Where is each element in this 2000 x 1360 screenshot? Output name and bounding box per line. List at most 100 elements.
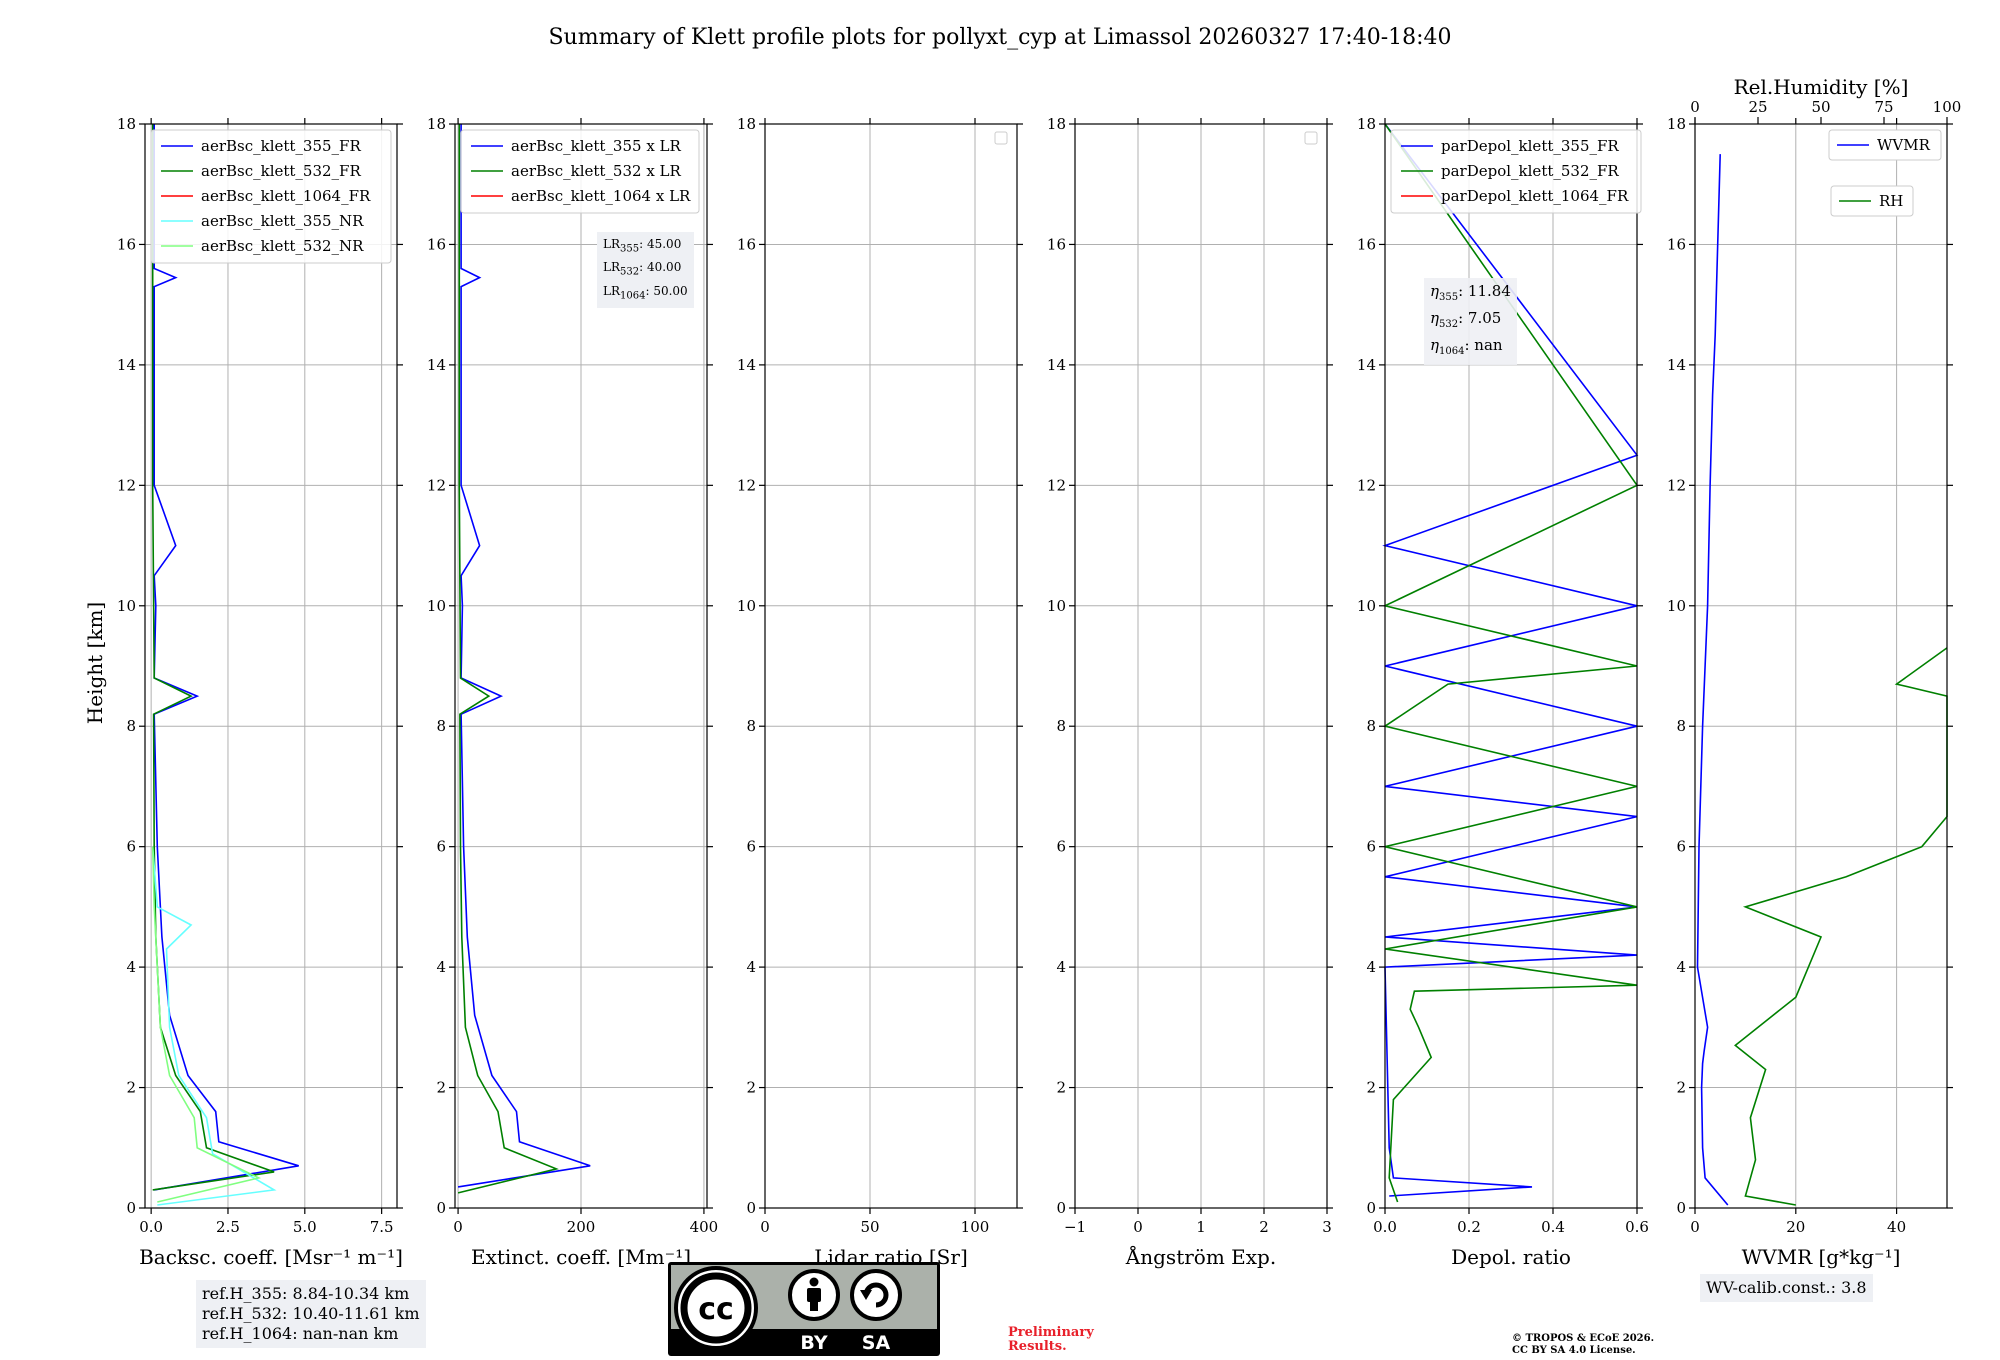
series-line-aerbsc-klett-355-x-lr [457,124,591,1188]
series-line-aerbsc-klett-532-nr [151,846,262,1203]
y-tick-label: 18 [737,115,756,133]
y-tick-label: 18 [427,115,446,133]
y-tick-label: 18 [117,115,136,133]
y-tick-label: 10 [1357,597,1376,615]
y-tick-label: 14 [737,356,756,374]
series-line-aerbsc-klett-532-x-lr [457,124,560,1194]
y-tick-label: 16 [427,235,446,253]
series-line-rh [1734,647,1948,1206]
x-tick-label: 2 [1259,1218,1269,1236]
legend-entry: aerBsc_klett_532 x LR [511,162,682,180]
top-x-tick-label: 0 [1690,98,1700,116]
y-tick-label: 0 [1366,1199,1376,1217]
top-x-tick-label: 25 [1748,98,1767,116]
copyright-note: © TROPOS & ECoE 2026. CC BY SA 4.0 Licen… [1512,1333,1655,1356]
y-tick-label: 4 [1676,958,1686,976]
y-tick-label: 12 [427,476,446,494]
y-tick-label: 2 [1366,1079,1376,1097]
y-tick-label: 12 [737,476,756,494]
eta-355: η355: 11.84 [1430,282,1511,303]
legend-entry: aerBsc_klett_1064_FR [201,187,371,205]
chart-panel-5: 0 2 4 6 8 10 12 14 16 18 0.0 0.2 0.4 0.6 Depol. ratio p… [1357,115,1649,1269]
lr-355: LR355: 45.00 [603,237,682,255]
legend-entry: RH [1879,192,1903,210]
y-axis-label: Height [km] [83,602,107,724]
y-tick-label: 6 [746,838,756,856]
y-tick-label: 12 [1047,476,1066,494]
x-tick-label: 0 [1690,1218,1700,1236]
y-tick-label: 4 [1056,958,1066,976]
x-axis-label: Ångström Exp. [1125,1244,1276,1269]
y-tick-label: 8 [1056,717,1066,735]
legend-entry: aerBsc_klett_355_NR [201,212,364,230]
legend-entry: aerBsc_klett_532_FR [201,162,361,180]
y-tick-label: 0 [746,1199,756,1217]
y-tick-label: 18 [1357,115,1376,133]
y-tick-label: 16 [737,235,756,253]
ref-height-355: ref.H_355: 8.84-10.34 km [202,1284,410,1303]
series-line-aerbsc-klett-355-fr [153,124,299,1191]
figure-title: Summary of Klett profile plots for polly… [548,25,1451,50]
y-tick-label: 6 [126,838,136,856]
y-tick-label: 8 [126,717,136,735]
x-tick-label: 0.2 [1457,1218,1481,1236]
x-tick-label: 0.6 [1625,1218,1649,1236]
y-tick-label: 6 [436,838,446,856]
badge-sa-label: SA [862,1332,891,1354]
x-tick-label: 2.5 [216,1218,240,1236]
series-line-aerbsc-klett-355-nr [151,846,277,1206]
x-axis-label: WVMR [g*kg⁻¹] [1742,1245,1901,1269]
series-line-pardepol-klett-532-fr [1382,123,1639,1203]
axes-frame [764,123,1018,1209]
y-tick-label: 2 [1676,1079,1686,1097]
y-tick-label: 2 [746,1079,756,1097]
y-tick-label: 0 [1676,1199,1686,1217]
legend-entry: parDepol_klett_532_FR [1441,162,1619,180]
x-axis-label: Backsc. coeff. [Msr⁻¹ m⁻¹] [139,1245,403,1269]
legend-box [460,129,700,214]
x-tick-label: 0 [453,1218,463,1236]
y-tick-label: 0 [126,1199,136,1217]
y-tick-label: 16 [117,235,136,253]
ref-height-532: ref.H_532: 10.40-11.61 km [202,1304,420,1323]
y-tick-label: 6 [1056,838,1066,856]
y-tick-label: 12 [1667,476,1686,494]
chart-panel-1: 0 2 4 6 8 10 12 14 16 18 0.0 2.5 5.0 7.5 Backsc. coeff… [117,115,403,1269]
y-tick-label: 10 [1047,597,1066,615]
x-tick-label: 0 [760,1218,770,1236]
wv-calib-box: WV-calib.const.: 3.8 [1700,1274,1873,1302]
legend-box [1828,129,1942,161]
x-tick-label: 5.0 [293,1218,317,1236]
x-tick-label: 400 [690,1218,719,1236]
legend-entry: aerBsc_klett_1064 x LR [511,187,691,205]
eta-1064: η1064: nan [1430,336,1503,357]
x-tick-label: 0 [1133,1218,1143,1236]
sa-icon [850,1269,902,1321]
y-tick-label: 10 [1667,597,1686,615]
legend-entry: aerBsc_klett_355_FR [201,137,361,155]
eta-532: η532: 7.05 [1430,309,1502,330]
eta-box: η355: 11.84 η532: 7.05 η1064: nan [1424,278,1517,365]
y-tick-label: 2 [436,1079,446,1097]
y-tick-label: 6 [1366,838,1376,856]
y-tick-label: 16 [1357,235,1376,253]
x-axis-label: Depol. ratio [1451,1245,1571,1269]
y-tick-label: 10 [117,597,136,615]
ref-height-1064: ref.H_1064: nan-nan km [202,1324,399,1343]
y-tick-label: 8 [1676,717,1686,735]
y-tick-label: 14 [427,356,446,374]
legend-entry: parDepol_klett_1064_FR [1441,187,1629,205]
y-tick-label: 8 [746,717,756,735]
top-axis-title: Rel.Humidity [%] [1734,75,1909,99]
y-tick-label: 0 [1056,1199,1066,1217]
lidar-ratio-box: LR355: 45.00 LR532: 40.00 LR1064: 50.00 [597,232,694,309]
lr-1064: LR1064: 50.00 [603,283,688,302]
top-x-tick-label: 50 [1811,98,1830,116]
svg-text:cc: cc [698,1292,734,1327]
y-tick-label: 14 [1667,356,1686,374]
x-tick-label: 0.0 [139,1218,163,1236]
top-x-tick-label: 75 [1874,98,1893,116]
